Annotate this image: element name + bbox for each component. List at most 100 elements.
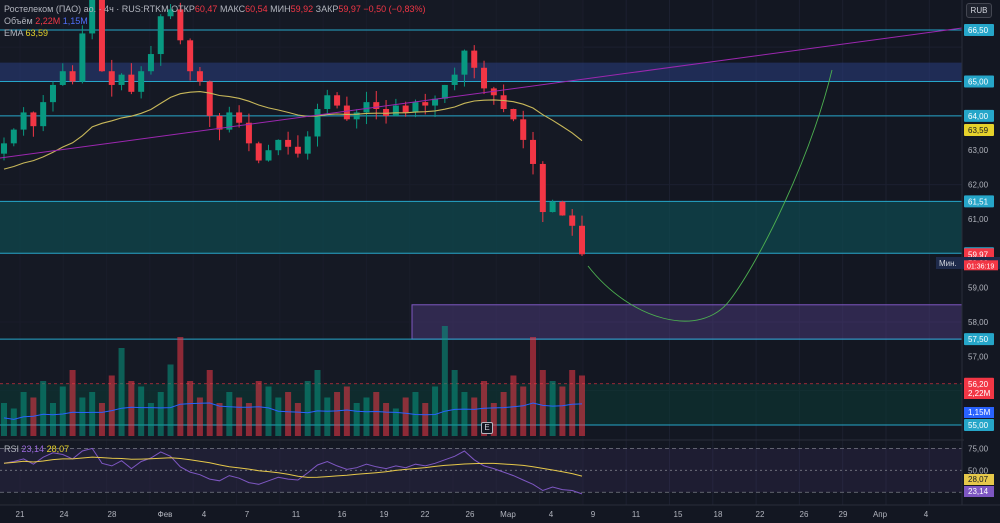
candle-body	[441, 84, 448, 99]
volume-bar	[530, 337, 537, 436]
volume-bar	[1, 403, 7, 436]
time-tick-label: 26	[466, 510, 475, 519]
price-badge	[964, 24, 994, 36]
rsi-ma-value: 28,07	[46, 444, 70, 454]
candle-body	[402, 105, 409, 113]
time-tick-label: 11	[632, 510, 641, 519]
candle-body	[471, 50, 478, 68]
ema-label[interactable]: EMA	[4, 28, 24, 38]
volume-bar	[294, 403, 301, 436]
candle-body	[539, 163, 546, 213]
price-badge-label: 56,20	[968, 380, 989, 389]
candle-body	[255, 143, 262, 161]
time-tick-label: 22	[756, 510, 765, 519]
volume-bar	[255, 381, 262, 436]
volume-bar	[334, 392, 341, 436]
ema-line	[3, 91, 583, 170]
candle-body	[432, 98, 439, 106]
volume-bar	[177, 337, 184, 436]
candle-body	[422, 102, 429, 106]
candle-body	[481, 67, 488, 89]
candle-body	[206, 81, 213, 116]
time-tick-label: 28	[108, 510, 117, 519]
time-tick-label: 22	[421, 510, 430, 519]
candle-body	[314, 109, 321, 137]
rsi-label[interactable]: RSI	[4, 444, 20, 454]
candle-body	[10, 129, 17, 144]
volume-bar	[539, 370, 546, 436]
volume-bar	[363, 397, 370, 436]
rsi-ma-badge	[964, 474, 994, 485]
volume-bar	[265, 386, 272, 436]
volume-ma-value: 1,15M	[62, 16, 88, 26]
candle-body	[490, 88, 497, 96]
open-label: ОТКР	[171, 4, 195, 14]
volume-bar	[500, 392, 507, 436]
price-badge-label: 65,00	[968, 78, 989, 87]
price-axis: 66,50 65,00 64,00 63,59 63,00 62,00 61,51 61,00…	[936, 0, 1000, 523]
candle-body	[324, 95, 331, 109]
volume-bar	[147, 403, 154, 436]
volume-bar	[275, 397, 282, 436]
time-tick-label: 18	[714, 510, 723, 519]
candle-body	[196, 71, 203, 82]
candle-body	[40, 102, 47, 127]
volume-bar	[138, 386, 145, 436]
price-badge-label: 66,50	[968, 26, 989, 35]
candle-body	[265, 150, 272, 161]
candle-body	[569, 215, 576, 226]
min-label: Мин.	[939, 259, 957, 268]
candle-body	[226, 112, 233, 130]
price-badge-label: 63,59	[968, 126, 989, 135]
symbol-name[interactable]: Ростелеком (ПАО) ао. · 4ч · RUS:RTKM	[4, 4, 169, 14]
earnings-event-marker[interactable]: E	[481, 422, 493, 434]
volume-bar	[490, 403, 497, 436]
volume-badge-label: 2,22M	[968, 389, 991, 398]
volume-bar	[441, 326, 448, 436]
candle-body	[108, 71, 115, 85]
currency-button[interactable]: RUB	[966, 3, 992, 18]
candle-body	[392, 105, 399, 116]
open-value: 60,47	[194, 4, 218, 14]
candle-body	[98, 0, 105, 72]
time-tick-label: 26	[800, 510, 809, 519]
high-label: МАКС	[219, 4, 246, 14]
volume-bar	[157, 392, 164, 436]
volume-bar	[108, 375, 115, 436]
candle-body	[187, 40, 194, 72]
volume-ma-badge	[964, 407, 994, 418]
zone-2	[411, 304, 963, 340]
volume-bar	[20, 392, 27, 436]
volume-bar	[520, 386, 527, 436]
candle-body	[383, 109, 390, 116]
candle-body	[49, 84, 56, 103]
candle-body	[549, 201, 556, 213]
volume-bar	[10, 408, 17, 436]
volume-bar	[285, 392, 292, 436]
price-tick-label: 61,00	[968, 215, 989, 224]
volume-bar	[373, 392, 380, 436]
volume-label[interactable]: Объём	[4, 16, 33, 26]
candle-body	[167, 9, 174, 17]
candle-body	[177, 9, 184, 41]
rsi-line	[3, 447, 583, 495]
close-value: 59,97	[338, 4, 361, 14]
time-tick-label: Мар	[500, 510, 516, 519]
candle-body	[285, 139, 292, 147]
volume-bar	[422, 403, 429, 436]
volume-ma-badge-label: 1,15M	[968, 408, 991, 417]
projection-curve	[587, 69, 833, 322]
volume-bar	[392, 408, 399, 436]
rsi-ma-badge-label: 28,07	[968, 475, 989, 484]
volume-bar	[128, 381, 135, 436]
candle-body	[520, 119, 527, 140]
price-badge	[964, 333, 994, 346]
countdown-badge	[964, 260, 998, 271]
volume-bars	[1, 326, 585, 436]
time-tick-label: 29	[839, 510, 848, 519]
high-value: 60,54	[245, 4, 268, 14]
volume-bar	[383, 403, 390, 436]
volume-bar	[579, 375, 585, 436]
time-tick-label: Фев	[158, 510, 173, 519]
